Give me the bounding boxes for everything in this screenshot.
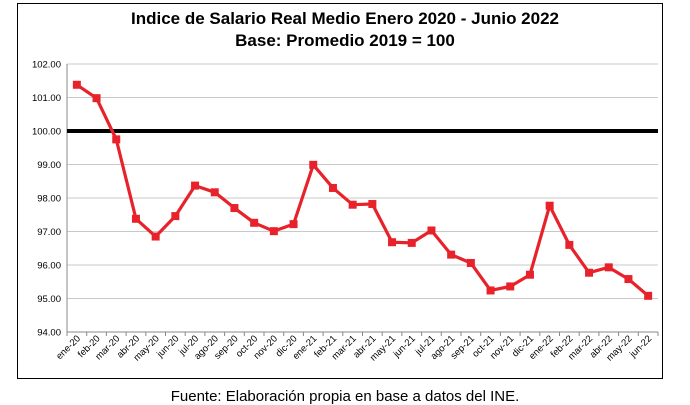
data-point [368,200,377,209]
data-point [191,181,200,190]
data-point [624,275,633,284]
x-tick-label: jun-22 [627,333,654,360]
y-tick-label: 94.00 [37,328,61,339]
data-point [506,282,515,291]
data-point [309,160,318,169]
data-point [427,226,436,235]
y-tick-label: 102.00 [32,60,61,71]
grid-lines [67,63,658,333]
data-point [545,201,554,210]
data-point [72,80,81,89]
chart-subtitle: Base: Promedio 2019 = 100 [235,31,455,50]
y-tick-label: 97.00 [37,227,61,238]
data-point [585,268,594,277]
data-point [269,227,278,236]
data-point [447,250,456,259]
x-axis: ene-20feb-20mar-20abr-20may-20jun-20jul-… [54,331,659,364]
data-point [486,286,495,295]
y-tick-label: 98.00 [37,194,61,205]
data-point [348,200,357,209]
data-point [92,94,101,103]
data-point [525,270,534,279]
x-tick-label: jun-20 [154,333,181,360]
y-axis: 94.00 95.00 96.00 97.00 98.00 99.00 100.00 101.… [32,60,68,339]
data-point [407,238,416,247]
data-point [604,263,613,272]
series-line [75,83,650,298]
data-point [644,291,653,300]
data-point [171,212,180,221]
y-tick-label: 96.00 [37,261,61,272]
data-point [565,240,574,249]
data-point [112,135,121,144]
data-point [466,258,475,267]
data-point [388,238,397,247]
data-point [289,220,298,229]
y-tick-label: 95.00 [37,294,61,305]
data-point [230,204,239,213]
series [72,80,653,300]
y-tick-label: 99.00 [37,160,61,171]
y-tick-label: 101.00 [32,93,61,104]
y-tick-label: 100.00 [32,127,61,138]
data-point [151,232,160,241]
chart-title: Indice de Salario Real Medio Enero 2020 … [131,9,559,28]
x-tick-label: jun-21 [391,333,418,360]
data-point [131,214,140,223]
data-point [250,218,259,227]
data-point [210,188,219,197]
data-point [328,183,337,192]
chart-frame [17,3,663,379]
source-note: Fuente: Elaboración propia en base a dat… [170,388,520,405]
